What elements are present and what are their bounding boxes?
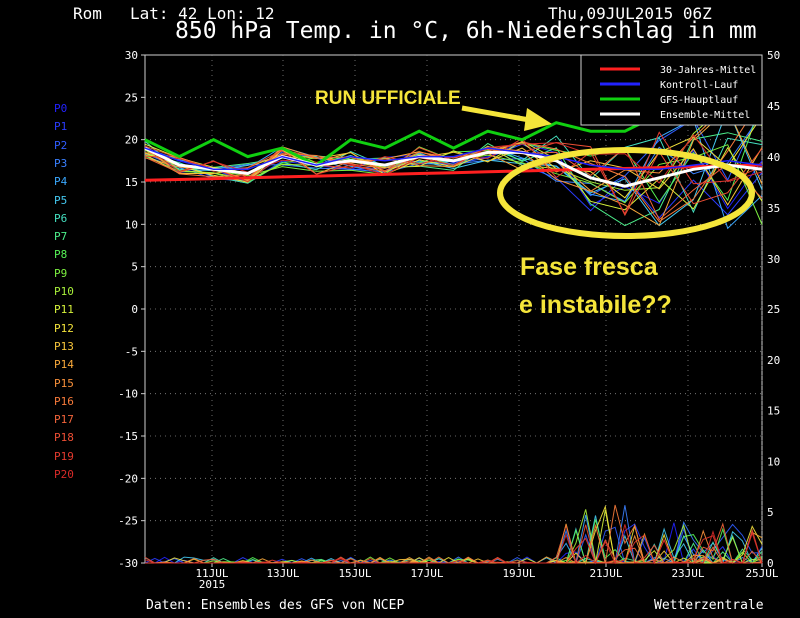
y-left-tick: -5 [125,345,138,358]
x-tick: 11JUL [195,567,228,580]
legend-label: GFS-Hauptlauf [660,95,738,106]
fase-fresca-label: Fase fresca [520,253,659,281]
y-right-tick: 45 [767,100,780,113]
x-tick: 17JUL [410,567,443,580]
precip-line-p14 [145,531,763,564]
y-left-tick: -30 [118,557,138,570]
member-label-p6: P6 [54,211,68,225]
y-right-tick: 20 [767,354,780,367]
coords-label: Lat: 42 Lon: 12 [130,4,275,23]
y-right-tick: 40 [767,151,780,164]
member-label-p10: P10 [54,285,74,298]
x-tick: 13JUL [266,567,299,580]
datetime-label: Thu,09JUL2015 06Z [548,4,712,23]
y-right-tick: 30 [767,253,780,266]
member-line-p3 [144,113,763,203]
highlight-ellipse [497,147,755,239]
y-right-tick: 35 [767,202,780,215]
series-30-jahres-mittel [144,163,763,182]
precip-line-p20 [144,524,763,565]
y-left-tick: 20 [125,134,138,147]
x-tick: 25JUL [745,567,778,580]
member-label-p8: P8 [54,248,68,262]
member-label-p9: P9 [54,266,68,280]
member-label-p3: P3 [54,156,68,170]
main-series [144,95,763,188]
member-label-p5: P5 [54,193,68,207]
x-tick: 19JUL [502,567,535,580]
chart-legend: 30-Jahres-Mittel Kontroll-Lauf GFS-Hauptla… [580,54,763,126]
member-label-p19: P19 [54,449,74,463]
member-line-p7 [144,132,763,227]
y-left-tick: 5 [131,261,138,274]
chart-title: 850 hPa Temp. in °C, 6h-Niederschlag in … [175,18,757,44]
arrow-icon [461,105,552,131]
precip-lines [144,504,763,565]
location-label: Rom [73,4,102,23]
y-right-tick: 5 [767,506,774,519]
member-label-p7: P7 [54,230,68,244]
y-left-tick: -25 [118,515,138,528]
y-left-tick: 25 [125,91,138,104]
member-label-p12: P12 [54,321,74,335]
series-kontroll-lauf [144,147,763,171]
data-source-label: Daten: Ensembles des GFS von NCEP [146,598,405,613]
member-label-p2: P2 [54,138,68,152]
member-label-p20: P20 [54,468,74,481]
series-ensemble-mittel [144,146,763,188]
y-right-tick: 50 [767,49,780,62]
y-right-tick: 15 [767,405,780,418]
y-left-tick: 30 [125,49,138,62]
precip-line-p11 [145,509,763,564]
y-left-tick: -15 [118,430,138,443]
y-left-tick: 15 [125,176,138,189]
instabile-label: e instabile?? [519,291,672,319]
run-ufficiale-label: RUN UFFICIALE [315,88,461,109]
y-right-tick: 10 [767,455,780,468]
y-left-tick: 10 [125,218,138,231]
y-left-tick: -10 [118,388,138,401]
brand-label: Wetterzentrale [654,598,764,613]
member-line-p15 [144,104,763,192]
y-left-tick: 0 [131,303,138,316]
member-label-p16: P16 [54,394,74,408]
member-label-p4: P4 [54,175,68,189]
legend-label: Kontroll-Lauf [660,80,738,91]
member-label-p14: P14 [54,358,74,372]
member-label-p13: P13 [54,339,74,353]
y-right-tick: 0 [767,557,774,570]
y-right-tick: 25 [767,303,780,316]
member-label-p11: P11 [54,303,74,317]
member-label-p18: P18 [54,431,74,445]
legend-label: Ensemble-Mittel [660,110,750,121]
precip-line-p10 [145,509,763,564]
member-label-p17: P17 [54,413,74,427]
member-label-p15: P15 [54,376,74,390]
x-year: 2015 [199,578,226,591]
axis-ticks: 302520151050-5-10-15-20-25-3050454035302… [118,49,780,591]
x-tick: 23JUL [671,567,704,580]
legend-label: 30-Jahres-Mittel [660,65,756,76]
x-tick: 21JUL [589,567,622,580]
x-tick: 15JUL [338,567,371,580]
member-label-p0: P0 [54,102,68,115]
y-left-tick: -20 [118,472,138,485]
member-label-p1: P1 [54,120,68,134]
